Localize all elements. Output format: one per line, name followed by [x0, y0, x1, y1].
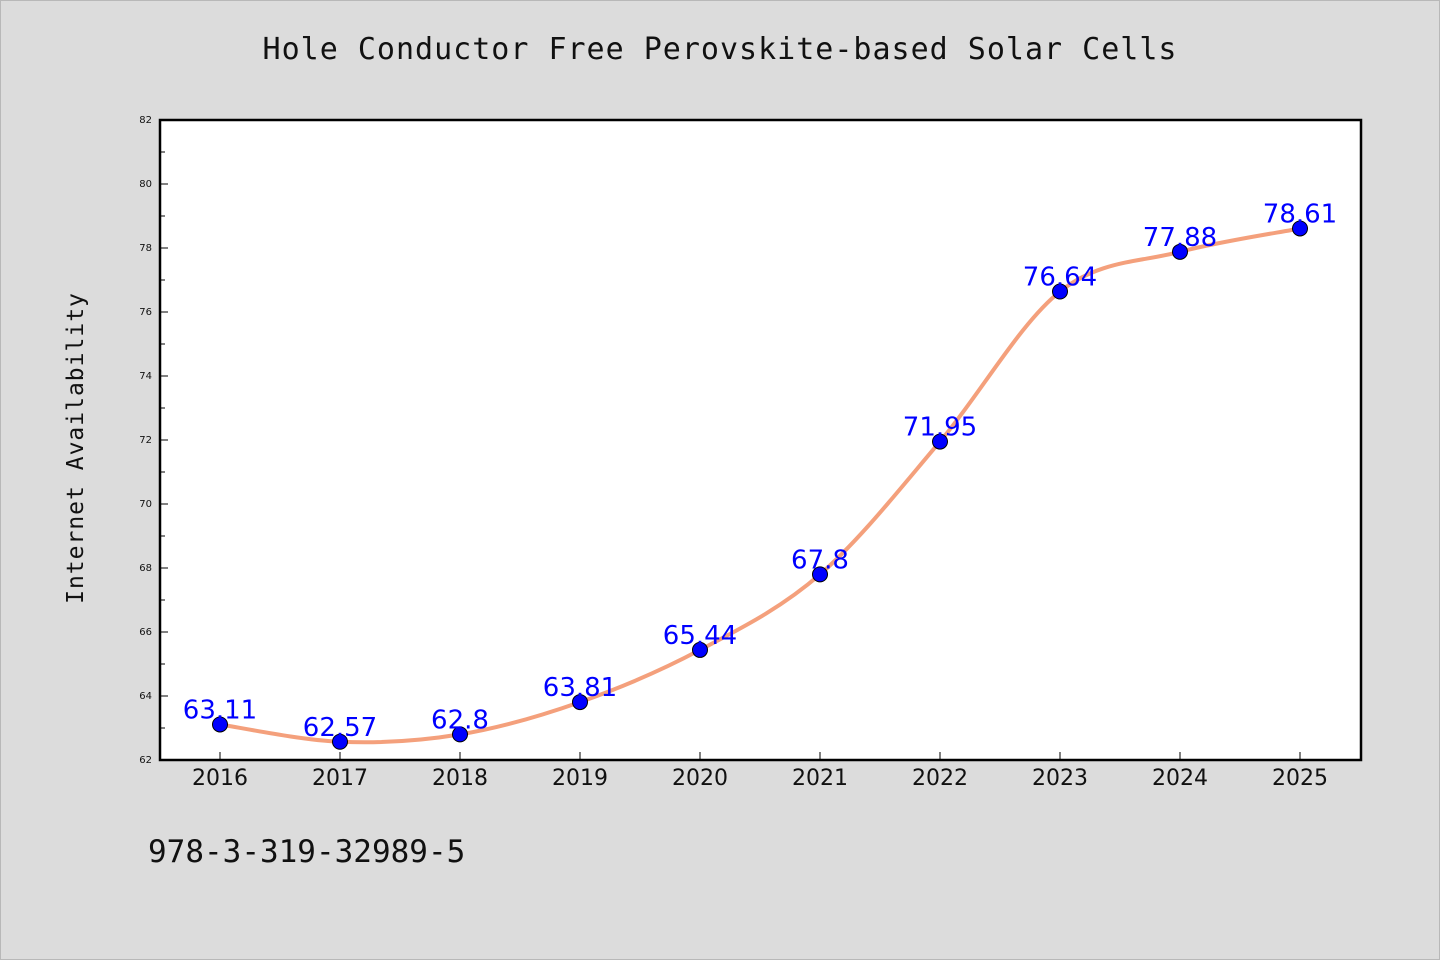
data-point: [212, 716, 228, 733]
data-label: 76.64: [1023, 263, 1097, 293]
y-tick-label: 78: [139, 243, 152, 254]
data-label: 65.44: [663, 621, 737, 651]
plot-area: [160, 120, 1361, 760]
x-tick-label: 2023: [1032, 766, 1088, 791]
data-label: 63.11: [183, 695, 257, 725]
y-tick-label: 72: [139, 435, 152, 446]
data-label: 67.8: [791, 545, 849, 575]
series-layer: 63.11 62.57 62.8 63.81 65.44 67.8 71.95 76.64 77…: [183, 199, 1337, 750]
x-tick-label: 2025: [1272, 766, 1328, 791]
data-label: 62.8: [431, 705, 489, 735]
data-point: [692, 641, 708, 658]
x-tick-label: 2019: [552, 766, 608, 791]
y-tick-label: 76: [139, 307, 152, 318]
plot-border: [158, 118, 1363, 762]
x-tick-label: 2020: [672, 766, 728, 791]
y-tick-label: 66: [139, 627, 152, 638]
x-tick-label: 2018: [432, 766, 488, 791]
x-tick-label: 2017: [312, 766, 368, 791]
x-axis: 2016 2017 2018 2019 2020 2021 2022 2023 2024 2025: [192, 752, 1328, 791]
data-point: [1172, 243, 1188, 260]
footnote: 978-3-319-32989-5: [148, 834, 466, 870]
data-point: [572, 694, 588, 711]
y-tick-label: 82: [139, 115, 152, 126]
data-label: 78.61: [1263, 199, 1337, 229]
x-tick-label: 2022: [912, 766, 968, 791]
y-tick-label: 68: [139, 563, 152, 574]
data-point: [812, 566, 828, 583]
series-line: [218, 226, 1302, 745]
y-tick-label: 74: [139, 371, 152, 382]
data-point: [332, 733, 348, 750]
y-tick-label: 70: [139, 499, 152, 510]
x-tick-label: 2021: [792, 766, 848, 791]
chart-title: Hole Conductor Free Perovskite-based Sol…: [262, 32, 1178, 67]
y-axis: 62 64 66 68 70 72 74 76 78 80 82: [139, 115, 168, 766]
data-label: 62.57: [303, 713, 377, 743]
data-label: 77.88: [1143, 223, 1217, 253]
data-label: 71.95: [903, 413, 977, 443]
x-tick-label: 2016: [192, 766, 248, 791]
y-tick-label: 80: [139, 179, 152, 190]
data-point: [1052, 283, 1068, 300]
y-tick-label: 62: [139, 755, 152, 766]
x-tick-label: 2024: [1152, 766, 1208, 791]
data-label: 63.81: [543, 673, 617, 703]
data-point: [1292, 220, 1308, 237]
y-tick-label: 64: [139, 691, 152, 702]
data-point: [932, 433, 948, 450]
data-point: [452, 726, 468, 743]
